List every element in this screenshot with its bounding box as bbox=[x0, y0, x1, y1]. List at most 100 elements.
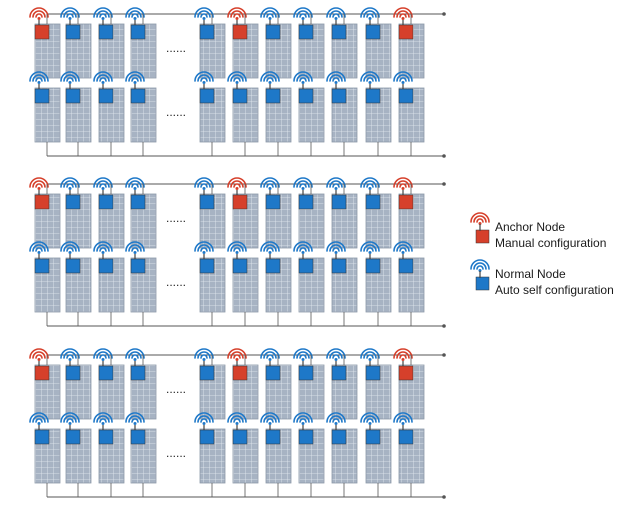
wifi-icon bbox=[125, 177, 145, 190]
solar-panel bbox=[93, 7, 125, 79]
wifi-icon bbox=[60, 7, 80, 20]
anchor-node bbox=[398, 194, 414, 210]
normal-node bbox=[298, 24, 314, 40]
wifi-icon bbox=[194, 348, 214, 361]
solar-panel bbox=[393, 241, 425, 313]
solar-panel bbox=[326, 241, 358, 313]
normal-node bbox=[298, 88, 314, 104]
normal-node bbox=[331, 24, 347, 40]
wifi-icon bbox=[260, 177, 280, 190]
normal-node bbox=[298, 194, 314, 210]
solar-panel bbox=[93, 412, 125, 484]
solar-panel bbox=[93, 348, 125, 420]
legend-anchor-title: Anchor Node bbox=[495, 220, 566, 234]
normal-node bbox=[98, 258, 114, 274]
wifi-icon bbox=[293, 348, 313, 361]
wifi-icon bbox=[360, 348, 380, 361]
solar-panel bbox=[393, 412, 425, 484]
wifi-icon bbox=[93, 241, 113, 254]
solar-panel bbox=[60, 348, 92, 420]
wifi-icon bbox=[227, 241, 247, 254]
normal-node bbox=[265, 258, 281, 274]
solar-panel bbox=[227, 241, 259, 313]
wifi-icon bbox=[360, 412, 380, 425]
legend-normal-swatch bbox=[475, 276, 490, 291]
solar-panel bbox=[326, 177, 358, 249]
anchor-node bbox=[232, 194, 248, 210]
wifi-icon bbox=[227, 177, 247, 190]
solar-panel bbox=[260, 412, 292, 484]
solar-panel bbox=[60, 177, 92, 249]
anchor-node bbox=[398, 24, 414, 40]
solar-panel bbox=[125, 241, 157, 313]
wifi-icon bbox=[194, 241, 214, 254]
wifi-icon bbox=[29, 177, 49, 190]
wifi-icon bbox=[60, 71, 80, 84]
normal-node bbox=[130, 365, 146, 381]
wifi-icon bbox=[260, 241, 280, 254]
normal-node bbox=[98, 88, 114, 104]
normal-node bbox=[34, 429, 50, 445]
normal-node bbox=[365, 429, 381, 445]
solar-panel bbox=[293, 412, 325, 484]
solar-panel bbox=[227, 7, 259, 79]
solar-panel bbox=[125, 71, 157, 143]
gap-ellipsis: ...... bbox=[166, 211, 186, 225]
wifi-icon bbox=[93, 71, 113, 84]
wifi-icon bbox=[125, 241, 145, 254]
normal-node bbox=[265, 24, 281, 40]
wifi-icon bbox=[293, 7, 313, 20]
wifi-icon bbox=[29, 71, 49, 84]
wifi-icon bbox=[360, 177, 380, 190]
wifi-icon bbox=[125, 412, 145, 425]
solar-panel bbox=[293, 71, 325, 143]
anchor-node bbox=[34, 194, 50, 210]
normal-node bbox=[331, 88, 347, 104]
normal-node bbox=[34, 88, 50, 104]
wifi-icon bbox=[293, 412, 313, 425]
normal-node bbox=[130, 258, 146, 274]
normal-node bbox=[265, 429, 281, 445]
solar-panel bbox=[360, 71, 392, 143]
anchor-node bbox=[232, 365, 248, 381]
normal-node bbox=[65, 24, 81, 40]
normal-node bbox=[365, 194, 381, 210]
solar-panel bbox=[260, 348, 292, 420]
wifi-icon bbox=[326, 241, 346, 254]
wifi-icon bbox=[194, 7, 214, 20]
solar-panel bbox=[293, 348, 325, 420]
wifi-icon bbox=[326, 71, 346, 84]
wifi-icon bbox=[326, 412, 346, 425]
panel-group: ............ bbox=[29, 177, 446, 328]
solar-panel bbox=[60, 412, 92, 484]
solar-panel bbox=[360, 177, 392, 249]
wifi-icon bbox=[227, 71, 247, 84]
solar-panel bbox=[29, 348, 61, 420]
gap-ellipsis: ...... bbox=[166, 41, 186, 55]
wifi-icon bbox=[194, 71, 214, 84]
solar-panel bbox=[60, 7, 92, 79]
normal-node bbox=[98, 194, 114, 210]
solar-panel bbox=[293, 177, 325, 249]
solar-panel bbox=[194, 71, 226, 143]
wifi-icon bbox=[93, 177, 113, 190]
solar-panel bbox=[29, 7, 61, 79]
wifi-icon bbox=[29, 412, 49, 425]
solar-panel bbox=[29, 71, 61, 143]
normal-node bbox=[65, 88, 81, 104]
wifi-icon bbox=[326, 177, 346, 190]
normal-node bbox=[98, 429, 114, 445]
normal-node bbox=[65, 429, 81, 445]
normal-node bbox=[365, 365, 381, 381]
wifi-icon bbox=[125, 7, 145, 20]
legend-anchor-subtitle: Manual configuration bbox=[495, 236, 607, 250]
panel-group: ............ bbox=[29, 7, 446, 158]
normal-node bbox=[199, 24, 215, 40]
gap-ellipsis: ...... bbox=[166, 446, 186, 460]
solar-panel bbox=[227, 177, 259, 249]
normal-node bbox=[398, 88, 414, 104]
wifi-icon bbox=[326, 348, 346, 361]
normal-node bbox=[232, 258, 248, 274]
wifi-icon bbox=[393, 7, 413, 20]
wifi-icon bbox=[393, 241, 413, 254]
